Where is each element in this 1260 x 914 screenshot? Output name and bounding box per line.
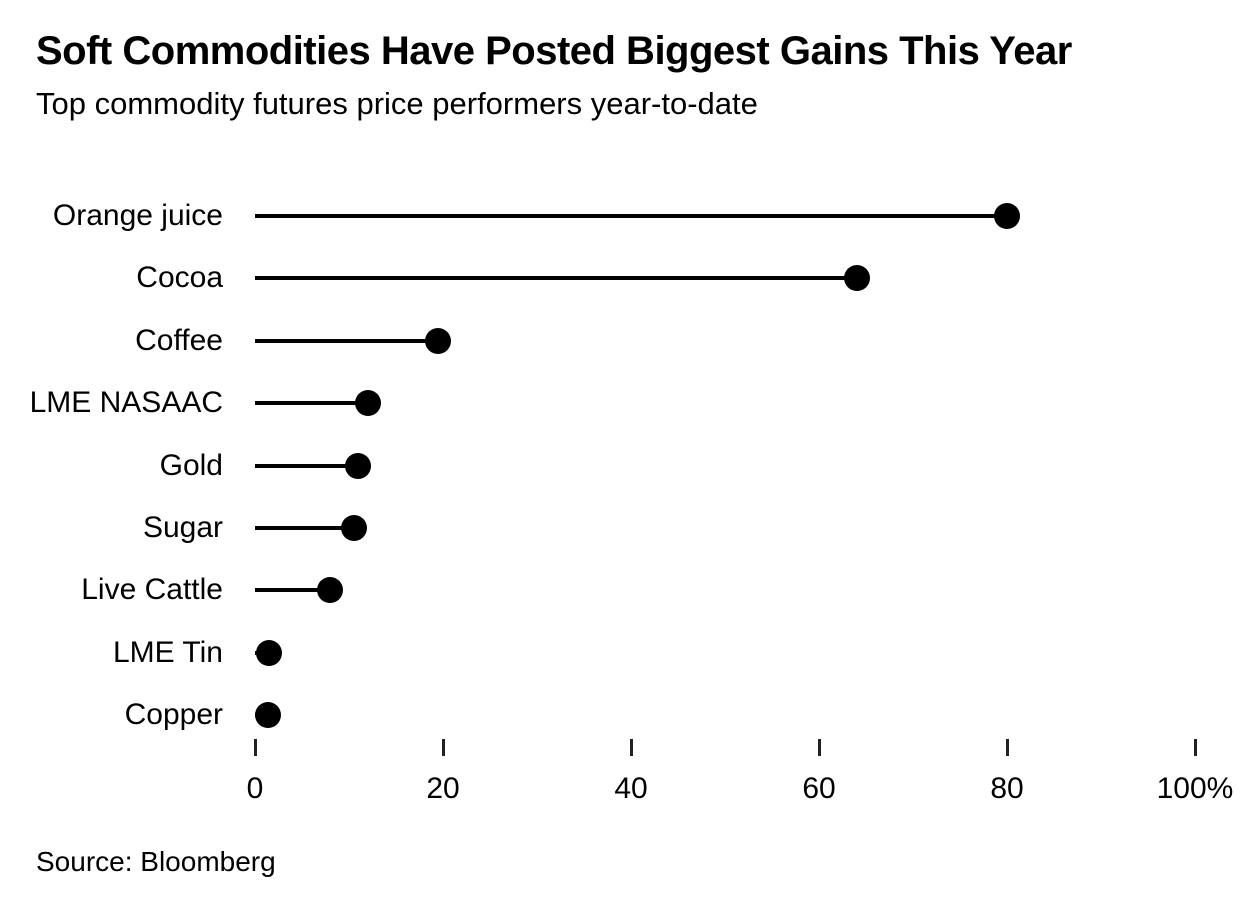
axis-tick-label: 20 xyxy=(426,772,460,805)
category-label: LME Tin xyxy=(112,635,223,669)
chart-row: Cocoa xyxy=(0,258,1260,298)
lollipop-line xyxy=(255,276,857,281)
category-label: Live Cattle xyxy=(81,573,223,607)
axis-tick xyxy=(253,739,257,756)
source-note: Source: Bloomberg xyxy=(36,846,276,877)
axis-tick xyxy=(1005,739,1009,756)
lollipop-dot xyxy=(994,203,1020,229)
lollipop-dot xyxy=(425,327,452,354)
category-label: Cocoa xyxy=(136,261,223,295)
chart-subtitle: Top commodity futures price performers y… xyxy=(36,86,758,121)
lollipop-dot xyxy=(317,577,344,604)
chart-row: Copper xyxy=(0,695,1260,735)
category-label: Copper xyxy=(124,698,223,732)
lollipop-dot xyxy=(345,452,372,479)
lollipop-dot xyxy=(843,265,870,292)
lollipop-line xyxy=(255,214,1007,218)
category-label: Coffee xyxy=(135,323,223,357)
axis-tick-label: 60 xyxy=(802,772,836,805)
lollipop-line xyxy=(255,526,354,530)
chart-title: Soft Commodities Have Posted Biggest Gai… xyxy=(36,29,1072,73)
lollipop-line xyxy=(255,338,439,343)
lollipop-dot xyxy=(255,702,282,729)
axis-tick-label: 100% xyxy=(1156,772,1234,805)
lollipop-line xyxy=(255,588,331,593)
chart-row: Orange juice xyxy=(0,196,1260,236)
axis-tick-label: 40 xyxy=(614,772,648,805)
axis-tick xyxy=(817,739,821,756)
lollipop-line xyxy=(255,463,359,468)
lollipop-dot xyxy=(340,515,367,541)
category-label: Orange juice xyxy=(52,199,223,232)
chart-row: Sugar xyxy=(0,508,1260,548)
category-label: Sugar xyxy=(142,511,223,544)
category-label: Gold xyxy=(159,448,223,482)
axis-tick xyxy=(1193,739,1197,756)
axis-tick xyxy=(629,739,633,756)
axis-tick-label: 0 xyxy=(246,772,264,805)
lollipop-line xyxy=(255,401,368,406)
chart-row: LME Tin xyxy=(0,633,1260,673)
axis-tick xyxy=(441,739,445,756)
chart-row: Coffee xyxy=(0,321,1260,361)
category-label: LME NASAAC xyxy=(29,386,223,420)
lollipop-dot xyxy=(354,390,381,417)
lollipop-dot xyxy=(256,639,283,666)
chart-row: LME NASAAC xyxy=(0,383,1260,423)
chart-row: Live Cattle xyxy=(0,570,1260,610)
axis-tick-label: 80 xyxy=(990,772,1024,805)
chart-row: Gold xyxy=(0,446,1260,486)
